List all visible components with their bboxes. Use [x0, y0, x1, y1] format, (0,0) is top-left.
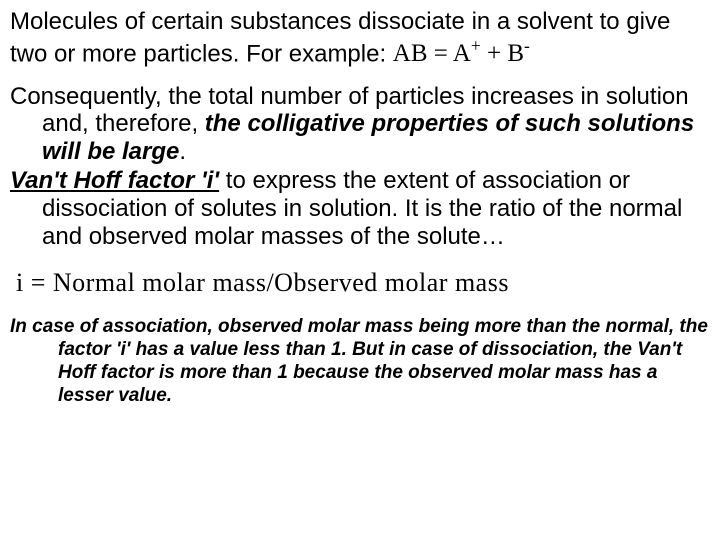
- footnote-text: In case of association, observed molar m…: [10, 316, 708, 405]
- vant-hoff-term: Van't Hoff factor 'i': [10, 167, 219, 194]
- equation-inline: AB = A+ + B-: [393, 40, 530, 67]
- paragraph-consequently: Consequently, the total number of partic…: [10, 83, 710, 166]
- intro-text: Molecules of certain substances dissocia…: [10, 8, 670, 67]
- formula: i = Normal molar mass/Observed molar mas…: [16, 268, 710, 298]
- paragraph-vanthoff: Van't Hoff factor 'i' to express the ext…: [10, 167, 710, 250]
- footnote-paragraph: In case of association, observed molar m…: [10, 316, 710, 407]
- formula-text: i = Normal molar mass/Observed molar mas…: [16, 268, 509, 297]
- p2-end: .: [179, 138, 186, 165]
- intro-paragraph: Molecules of certain substances dissocia…: [10, 8, 710, 69]
